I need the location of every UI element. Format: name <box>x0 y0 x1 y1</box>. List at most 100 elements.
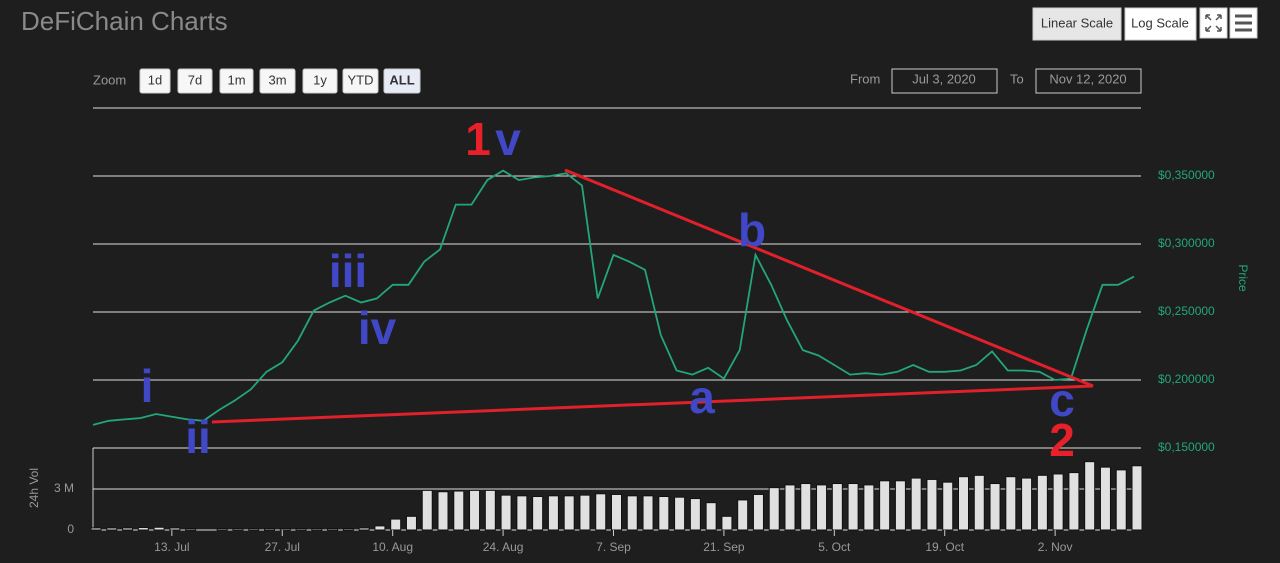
volume-bar <box>295 528 307 531</box>
volume-bar <box>1036 474 1048 531</box>
from-input[interactable] <box>891 68 998 94</box>
volume-bar <box>1131 465 1143 531</box>
volume-bar <box>390 518 402 531</box>
volume-bar <box>926 478 938 531</box>
volume-bar <box>1005 476 1017 531</box>
wave-label: b <box>738 204 766 256</box>
volume-bar <box>894 480 906 531</box>
x-tick-label: 13. Jul <box>154 540 189 554</box>
x-tick-label: 24. Aug <box>483 540 524 554</box>
zoom-button[interactable] <box>139 68 171 94</box>
volume-bar <box>185 528 197 531</box>
volume-bar <box>232 528 244 531</box>
zoom-label: Zoom <box>93 72 126 87</box>
wave-label: 2 <box>1049 414 1075 466</box>
volume-bar <box>405 515 417 531</box>
volume-bar <box>137 527 149 531</box>
resistance-trendline <box>564 168 1094 388</box>
volume-bar <box>705 502 717 531</box>
volume-bar <box>153 526 165 531</box>
volume-bar <box>989 483 1001 531</box>
log-scale-label: Log Scale <box>1131 15 1189 30</box>
support-trendline <box>211 384 1094 424</box>
menu-button[interactable] <box>1229 7 1258 39</box>
title: DeFiChain Charts <box>21 6 228 36</box>
to-input[interactable] <box>1035 68 1142 94</box>
zoom-button[interactable] <box>177 68 213 94</box>
zoom-button[interactable] <box>383 68 421 94</box>
volume-bar <box>342 528 354 531</box>
log-scale-button[interactable] <box>1124 7 1197 41</box>
linear-scale-label: Linear Scale <box>1041 15 1113 30</box>
zoom-button[interactable] <box>342 68 379 94</box>
zoom-button[interactable] <box>259 68 296 94</box>
volume-bar <box>563 495 575 531</box>
wave-label: c <box>1049 374 1075 426</box>
volume-bar <box>579 494 591 531</box>
price-line <box>92 169 1135 426</box>
volume-bar <box>358 527 370 531</box>
volume-bar <box>469 489 481 531</box>
volume-bar <box>658 496 670 531</box>
zoom-button[interactable] <box>302 68 338 94</box>
volume-bar <box>484 489 496 531</box>
volume-bar <box>122 527 134 531</box>
volume-bar <box>311 528 323 531</box>
volume-bar <box>279 528 291 531</box>
y-tick-label: 0 <box>67 522 74 536</box>
wave-label: v <box>495 113 521 165</box>
volume-bar <box>453 490 465 531</box>
volume-bar <box>674 496 686 531</box>
zoom-button[interactable] <box>219 68 254 94</box>
to-date: Nov 12, 2020 <box>1049 71 1126 86</box>
volume-bar <box>689 498 701 531</box>
volume-bar <box>626 495 638 531</box>
volume-bar <box>421 489 433 531</box>
x-tick-label: 5. Oct <box>818 540 851 554</box>
price-axis-title: Price <box>1236 264 1250 292</box>
volume-bar <box>831 483 843 531</box>
x-tick-label: 19. Oct <box>925 540 964 554</box>
zoom-button-label: ALL <box>389 72 414 87</box>
y-tick-label: $0,300000 <box>1158 236 1215 250</box>
volume-bar <box>90 527 102 531</box>
volume-bar <box>264 528 275 531</box>
volume-bar <box>1099 466 1111 531</box>
zoom-button-label: 7d <box>188 72 202 87</box>
volume-bar <box>327 528 339 531</box>
wave-label: 1 <box>465 113 491 165</box>
volume-bar <box>863 484 875 531</box>
x-tick-label: 21. Sep <box>703 540 745 554</box>
zoom-button-label: 1y <box>313 72 327 87</box>
y-tick-label: $0,350000 <box>1158 168 1215 182</box>
from-date: Jul 3, 2020 <box>912 71 976 86</box>
wave-label: a <box>689 371 715 423</box>
volume-bar <box>973 474 985 531</box>
y-tick-label: $0,200000 <box>1158 372 1215 386</box>
wave-label: iv <box>358 302 397 354</box>
volume-bar <box>958 476 969 531</box>
volume-bar <box>516 495 528 531</box>
volume-bar <box>532 496 544 531</box>
zoom-button-label: 1d <box>148 72 162 87</box>
volume-axis-title: 24h Vol <box>27 468 41 508</box>
volume-bar <box>879 480 891 531</box>
fullscreen-button[interactable] <box>1199 7 1228 39</box>
volume-bar <box>642 495 654 531</box>
volume-bar <box>1052 473 1064 531</box>
volume-bar <box>1068 472 1080 531</box>
volume-bar <box>847 483 859 531</box>
volume-bar <box>768 487 780 531</box>
volume-bar <box>169 527 181 531</box>
volume-bar <box>374 525 386 531</box>
volume-bar <box>910 477 922 531</box>
volume-bar <box>784 484 796 531</box>
volume-bar <box>216 528 228 531</box>
linear-scale-button[interactable] <box>1032 7 1122 41</box>
volume-bar <box>752 493 764 531</box>
wave-label: ii <box>185 411 211 463</box>
volume-bar <box>942 481 954 531</box>
x-tick-label: 10. Aug <box>372 540 413 554</box>
